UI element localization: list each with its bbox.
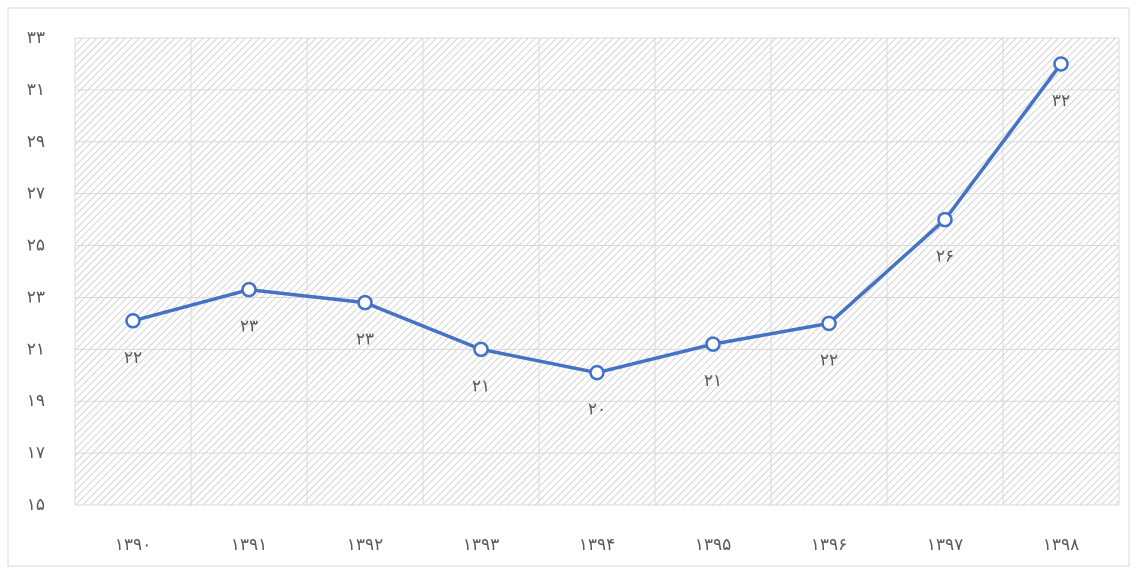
marker xyxy=(1053,56,1069,72)
x-tick-label: ۱۳۹۷ xyxy=(927,535,964,555)
y-tick-label: ۲۱ xyxy=(27,339,45,359)
marker xyxy=(589,364,605,381)
x-tick-label: ۱۳۹۲ xyxy=(347,535,384,555)
data-label: ۲۱ xyxy=(472,376,490,396)
data-label: ۳۲ xyxy=(1052,91,1070,111)
marker xyxy=(241,281,257,298)
data-label: ۲۳ xyxy=(240,317,258,337)
x-tick-label: ۱۳۹۶ xyxy=(811,535,848,555)
y-tick-label: ۲۹ xyxy=(27,132,45,152)
plot-area xyxy=(75,38,1119,505)
y-tick-label: ۲۷ xyxy=(27,184,45,204)
data-label: ۲۱ xyxy=(704,371,722,391)
x-tick-label: ۱۳۹۸ xyxy=(1043,535,1080,555)
data-label: ۲۰ xyxy=(588,400,606,420)
marker xyxy=(821,315,837,332)
marker xyxy=(125,313,141,329)
y-tick-label: ۱۷ xyxy=(27,443,45,463)
marker xyxy=(705,336,721,352)
data-label: ۲۳ xyxy=(356,330,374,350)
x-tick-label: ۱۳۹۳ xyxy=(463,535,500,555)
x-tick-label: ۱۳۹۴ xyxy=(579,535,616,555)
data-label: ۲۲ xyxy=(820,350,838,370)
marker xyxy=(937,211,953,228)
y-tick-label: ۱۵ xyxy=(27,495,45,515)
x-tick-label: ۱۳۹۵ xyxy=(695,535,732,555)
y-tick-label: ۱۹ xyxy=(27,391,45,411)
marker xyxy=(473,341,489,358)
y-tick-label: ۳۳ xyxy=(27,28,45,48)
x-tick-label: ۱۳۹۱ xyxy=(231,535,268,555)
data-label: ۲۶ xyxy=(936,247,954,267)
marker xyxy=(357,294,373,311)
data-label: ۲۲ xyxy=(124,348,142,368)
y-tick-label: ۲۳ xyxy=(27,287,45,307)
x-tick-label: ۱۳۹۰ xyxy=(115,535,152,555)
y-tick-label: ۳۱ xyxy=(27,80,45,100)
y-tick-label: ۲۵ xyxy=(27,236,45,256)
